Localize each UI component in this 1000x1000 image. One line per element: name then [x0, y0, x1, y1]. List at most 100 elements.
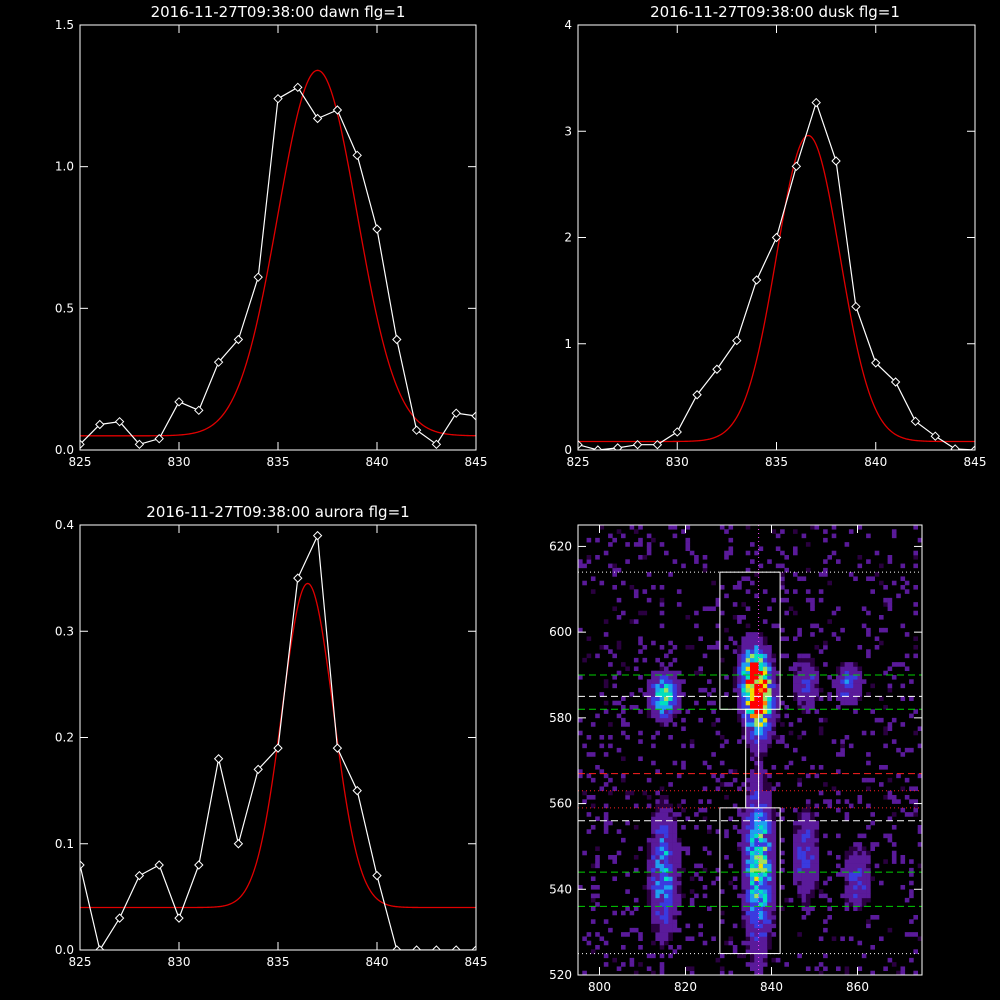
heatmap-cell — [771, 666, 777, 672]
heatmap-cell — [578, 559, 583, 564]
heatmap-cell — [771, 597, 777, 603]
heatmap-cell — [853, 880, 858, 886]
heatmap-cell — [737, 842, 742, 847]
heatmap-cell — [659, 962, 665, 967]
heatmap-cell — [797, 889, 802, 894]
heatmap-cell — [711, 752, 716, 757]
heatmap-cell — [711, 722, 716, 727]
heatmap-cell — [861, 730, 867, 736]
heatmap-cell — [582, 743, 587, 749]
heatmap-cell — [900, 885, 906, 890]
heatmap-cell — [762, 679, 768, 684]
heatmap-cell — [909, 696, 914, 702]
heatmap-cell — [784, 610, 789, 616]
heatmap-cell — [848, 850, 854, 856]
heatmap-cell — [805, 657, 811, 663]
heatmap-cell — [823, 529, 828, 534]
heatmap-cell — [857, 902, 863, 907]
heatmap-cell — [750, 790, 755, 796]
heatmap-cell — [758, 657, 764, 663]
heatmap-cell — [651, 760, 656, 766]
heatmap-cell — [668, 855, 673, 860]
aurora-x-tick-label: 845 — [465, 955, 488, 969]
heatmap-cell — [745, 812, 751, 817]
heatmap-cell — [810, 893, 815, 899]
heatmap-cell — [741, 657, 746, 663]
heatmap-cell — [582, 936, 587, 942]
heatmap-cell — [767, 906, 772, 912]
heatmap-cell — [810, 820, 815, 826]
dawn-y-tick-label: 1.0 — [55, 160, 74, 174]
aurora-data-point — [134, 870, 145, 881]
heatmap-cell — [724, 645, 729, 650]
heatmap-cell — [797, 657, 802, 663]
heatmap-cell — [750, 863, 755, 869]
heatmap-cell — [917, 537, 922, 543]
heatmap-cell — [762, 645, 768, 650]
heatmap-cell — [823, 966, 828, 972]
heatmap-cell — [655, 657, 660, 663]
heatmap-cell — [685, 709, 691, 714]
heatmap-cell — [805, 885, 811, 890]
heatmap-cell — [775, 696, 781, 702]
heatmap-cell — [780, 807, 785, 813]
heatmap-cell — [646, 867, 652, 873]
heatmap-cell — [844, 675, 850, 680]
heatmap-cell — [754, 756, 759, 762]
heatmap-cell — [608, 777, 613, 783]
heatmap-cell — [715, 786, 721, 792]
heatmap-cell — [857, 675, 863, 680]
heatmap-cell — [633, 589, 639, 594]
heatmap-y-tick-label: 520 — [549, 968, 572, 982]
heatmap-cell — [818, 627, 824, 633]
heatmap-cell — [745, 799, 751, 804]
heatmap-cell — [754, 910, 759, 916]
heatmap-x-tick-label: 800 — [588, 980, 611, 994]
heatmap-cell — [853, 885, 858, 890]
heatmap-cell — [754, 970, 759, 975]
heatmap-cell — [724, 782, 729, 787]
heatmap-cell — [672, 645, 678, 650]
dusk-data-point — [890, 377, 901, 387]
heatmap-cell — [668, 880, 673, 886]
heatmap-y-tick-label: 600 — [549, 625, 572, 639]
heatmap-cell — [711, 936, 716, 942]
heatmap-cell — [707, 829, 712, 834]
heatmap-cell — [745, 859, 751, 864]
heatmap-cell — [664, 692, 669, 697]
heatmap-cell — [771, 713, 777, 719]
heatmap-cell — [659, 692, 665, 697]
heatmap-cell — [750, 756, 755, 762]
heatmap-cell — [793, 855, 798, 860]
heatmap-cell — [754, 837, 759, 843]
heatmap-cell — [754, 846, 759, 852]
heatmap-cell — [780, 550, 785, 556]
heatmap-cell — [771, 902, 777, 907]
heatmap-cell — [664, 683, 669, 689]
heatmap-cell — [810, 606, 815, 612]
heatmap-cell — [702, 885, 708, 890]
heatmap-cell — [633, 897, 639, 903]
heatmap-cell — [745, 846, 751, 852]
heatmap-cell — [900, 722, 906, 727]
heatmap-cell — [762, 705, 768, 710]
heatmap-cell — [655, 910, 660, 916]
dawn-data-point — [114, 416, 125, 427]
heatmap-cell — [668, 820, 673, 826]
heatmap-cell — [767, 675, 772, 680]
dusk-chart-title: 2016-11-27T09:38:00 dusk flg=1 — [650, 3, 900, 21]
heatmap-cell — [887, 722, 893, 727]
heatmap-cell — [801, 820, 807, 826]
heatmap-cell — [621, 610, 626, 616]
aurora-series-group — [80, 530, 476, 950]
heatmap-cell — [655, 825, 660, 830]
heatmap-cell — [771, 683, 777, 689]
heatmap-cell — [771, 657, 777, 663]
heatmap-cell — [900, 662, 906, 667]
heatmap-cell — [754, 752, 759, 757]
heatmap-cell — [750, 735, 755, 740]
heatmap-cell — [848, 743, 854, 749]
heatmap-cell — [608, 735, 613, 740]
heatmap-cell — [655, 906, 660, 912]
aurora-fit-line — [80, 582, 476, 909]
